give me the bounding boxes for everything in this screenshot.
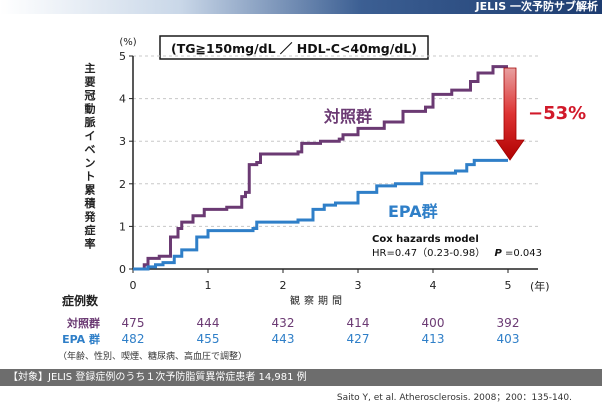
series-line-epa [133, 158, 508, 271]
x-tick-label: 0 [130, 279, 137, 292]
header-title: JELIS 一次予防サブ解析 [475, 0, 598, 13]
series [133, 65, 508, 271]
chart: (TG≧150mg/dL ／ HDL-C<40mg/dL) (%) 主要冠動脈イ… [58, 35, 586, 362]
y-tick-label: 4 [119, 93, 126, 106]
at-risk-value: 403 [497, 332, 520, 346]
footer-text: 【対象】JELIS 登録症例のうち１次予防脂質異常症患者 14,981 例 [8, 372, 307, 383]
stats-hr: HR=0.47（0.23-0.98） [372, 247, 485, 259]
y-tick-label: 2 [119, 178, 126, 191]
at-risk-value: 443 [272, 332, 295, 346]
at-risk-row-label: 対照群 [66, 316, 100, 330]
at-risk-value: 444 [197, 316, 220, 330]
y-tick-label: 0 [119, 263, 126, 276]
x-tick-label: 3 [355, 279, 362, 292]
y-unit: (%) [119, 37, 136, 48]
series-line-control [133, 65, 508, 271]
citation: Saito Y, et al. Atherosclerosis. 2008；20… [336, 393, 572, 403]
y-axis-label: 主要冠動脈イベント累積発症率 [84, 61, 97, 251]
reduction-arrow [495, 67, 525, 161]
x-tick-label: 1 [205, 279, 212, 292]
stats-p-value: =0.043 [505, 248, 542, 259]
x-tick-label: 4 [430, 279, 437, 292]
x-tick-label: 5 [505, 279, 512, 292]
footer-bar: 【対象】JELIS 登録症例のうち１次予防脂質異常症患者 14,981 例 [0, 369, 602, 386]
grid [133, 55, 538, 227]
at-risk-value: 427 [347, 332, 370, 346]
condition-label: (TG≧150mg/dL ／ HDL-C<40mg/dL) [171, 41, 417, 56]
series-label-epa: EPA群 [388, 202, 438, 221]
at-risk-note: （年齢、性別、喫煙、糖尿病、高血圧で調整） [58, 350, 247, 362]
series-label-control: 対照群 [323, 107, 372, 126]
at-risk-value: 392 [497, 316, 520, 330]
at-risk-value: 414 [347, 316, 370, 330]
axes: 0 1 2 3 4 5 0 1 2 3 4 5 [119, 50, 538, 292]
stats-model: Cox hazards model [372, 234, 479, 245]
x-tick-label: 2 [280, 279, 287, 292]
y-tick-label: 3 [119, 135, 126, 148]
at-risk-table: 対照群 475 444 432 414 400 392 EPA 群 482 455 443 427 41… [62, 316, 519, 346]
stats-result: HR=0.47（0.23-0.98） P =0.043 [372, 247, 542, 259]
at-risk-value: 475 [122, 316, 145, 330]
stats-p-label: P [494, 248, 502, 259]
y-tick-label: 5 [119, 50, 126, 63]
condition-box [159, 35, 429, 60]
header-bar: JELIS 一次予防サブ解析 [0, 0, 602, 14]
at-risk-title: 症例数 [62, 293, 99, 308]
x-unit: (年) [530, 279, 550, 293]
at-risk-value: 413 [422, 332, 445, 346]
at-risk-value: 482 [122, 332, 145, 346]
at-risk-row-label: EPA 群 [62, 332, 100, 346]
y-tick-label: 1 [119, 220, 126, 233]
at-risk-value: 455 [197, 332, 220, 346]
at-risk-value: 400 [422, 316, 445, 330]
reduction-label: −53% [528, 103, 586, 124]
x-axis-label: 観察期間 [290, 294, 346, 307]
at-risk-value: 432 [272, 316, 295, 330]
